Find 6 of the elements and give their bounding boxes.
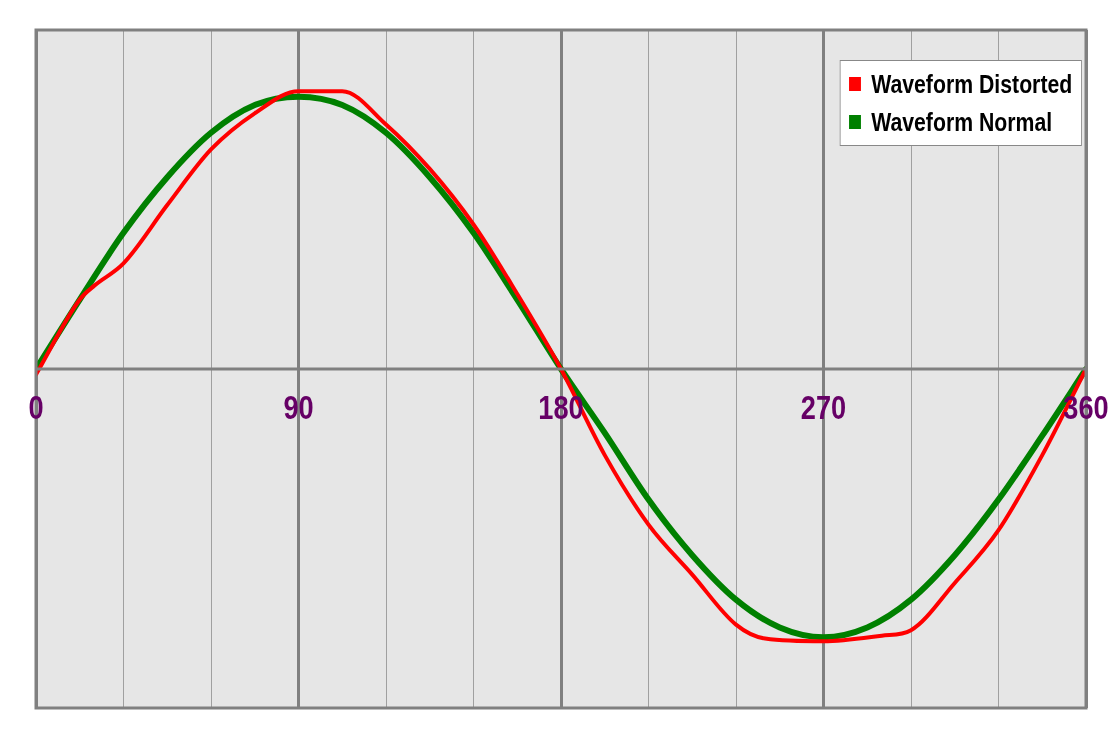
x-tick-label: 270 [800,388,847,428]
x-tick-label: 180 [538,388,584,428]
x-tick-label: 90 [283,388,314,428]
x-tick-label: 0 [28,388,44,428]
legend-label: Waveform Distorted [871,69,1073,100]
legend-label: Waveform Normal [871,107,1053,138]
